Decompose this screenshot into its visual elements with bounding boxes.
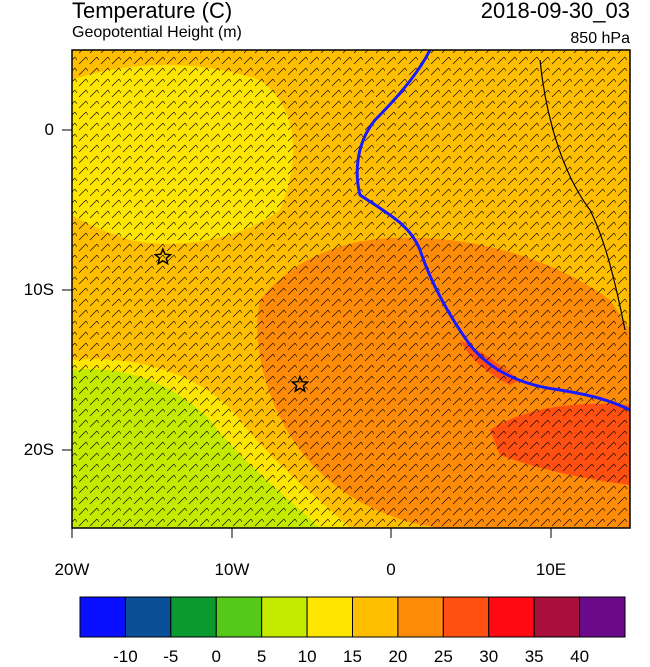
x-tick-label: 20W xyxy=(54,560,90,579)
colorbar-swatch xyxy=(533,596,581,638)
colorbar xyxy=(79,596,626,638)
colorbar-label: 30 xyxy=(479,647,499,666)
x-tick-label: 10W xyxy=(214,560,250,579)
map-frame xyxy=(71,49,631,529)
y-tick-label: 20S xyxy=(23,440,54,459)
colorbar-label: 5 xyxy=(256,647,267,666)
colorbar-swatch xyxy=(261,596,308,638)
wind-barbs xyxy=(72,50,630,528)
colorbar-swatch xyxy=(79,596,126,638)
colorbar-label: 40 xyxy=(570,647,590,666)
markers xyxy=(153,247,310,393)
star-marker xyxy=(153,247,173,266)
colorbar-label: 25 xyxy=(433,647,453,666)
colorbar-swatch xyxy=(397,596,444,638)
colorbar-label: 20 xyxy=(388,647,408,666)
colorbar-swatch xyxy=(579,596,626,638)
colorbar-swatch xyxy=(170,596,217,638)
colorbar-label: -5 xyxy=(163,647,179,666)
star-marker xyxy=(290,374,310,393)
colorbar-swatch xyxy=(124,596,172,638)
coastline xyxy=(355,50,630,412)
plot-subtitle: Geopotential Height (m) xyxy=(72,24,242,41)
axis-ticks xyxy=(62,129,552,538)
colorbar-swatch xyxy=(488,596,535,638)
colorbar-swatch xyxy=(352,596,399,638)
valid-time: 2018-09-30_03 xyxy=(480,0,630,23)
x-tick-label: 0 xyxy=(386,560,396,579)
colorbar-label: 35 xyxy=(524,647,544,666)
colorbar-swatch xyxy=(215,596,263,638)
colorbar-swatch xyxy=(306,596,354,638)
y-tick-label: 0 xyxy=(44,120,54,139)
y-tick-label: 10S xyxy=(23,280,54,299)
colorbar-label: 10 xyxy=(297,647,317,666)
colorbar-label: 15 xyxy=(343,647,362,666)
colorbar-swatch xyxy=(442,596,490,638)
x-tick-label: 10E xyxy=(535,560,567,579)
colorbar-label: -10 xyxy=(113,647,138,666)
colorbar-label: 0 xyxy=(211,647,221,666)
pressure-level: 850 hPa xyxy=(570,30,630,47)
plot-title: Temperature (C) xyxy=(72,0,233,23)
country-border xyxy=(539,59,626,331)
temperature-field xyxy=(72,50,630,528)
